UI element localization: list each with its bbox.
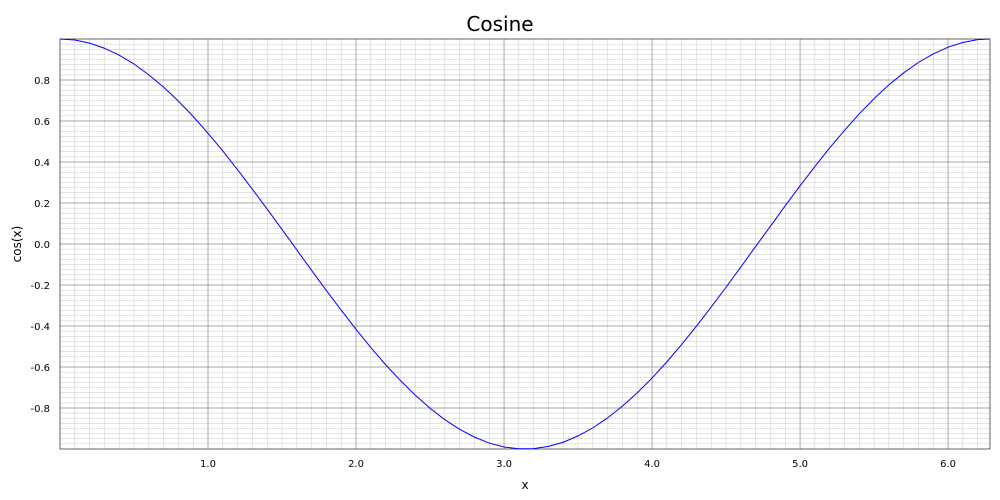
series-layer [59,38,990,450]
x-tick-label: 4.0 [644,459,660,470]
y-tick-label: 0.4 [34,158,50,169]
y-tick-label: -0.8 [30,404,50,415]
x-tick-label: 2.0 [348,459,364,470]
y-tick-label: 0.8 [34,76,50,87]
y-tick-label: -0.6 [30,363,50,374]
y-tick-label: 0.6 [34,117,50,128]
y-axis-ticks: 0.8 0.6 0.4 0.2 0.0 -0.2 -0.4 -0.6 -0.8 [30,76,50,415]
y-axis-label: cos(x) [10,226,24,263]
x-tick-label: 6.0 [940,459,956,470]
x-tick-label: 5.0 [792,459,808,470]
chart-title: Cosine [466,12,533,36]
y-tick-label: -0.2 [30,281,50,292]
x-tick-label: 1.0 [200,459,216,470]
y-tick-label: 0.0 [34,240,50,251]
x-axis-ticks: 1.0 2.0 3.0 4.0 5.0 6.0 [200,459,956,470]
y-tick-label: -0.4 [30,322,50,333]
x-axis-label: x [521,478,528,492]
series-line-cosine [59,38,990,450]
major-grid [60,39,990,449]
x-tick-label: 3.0 [496,459,512,470]
y-tick-label: 0.2 [34,199,50,210]
